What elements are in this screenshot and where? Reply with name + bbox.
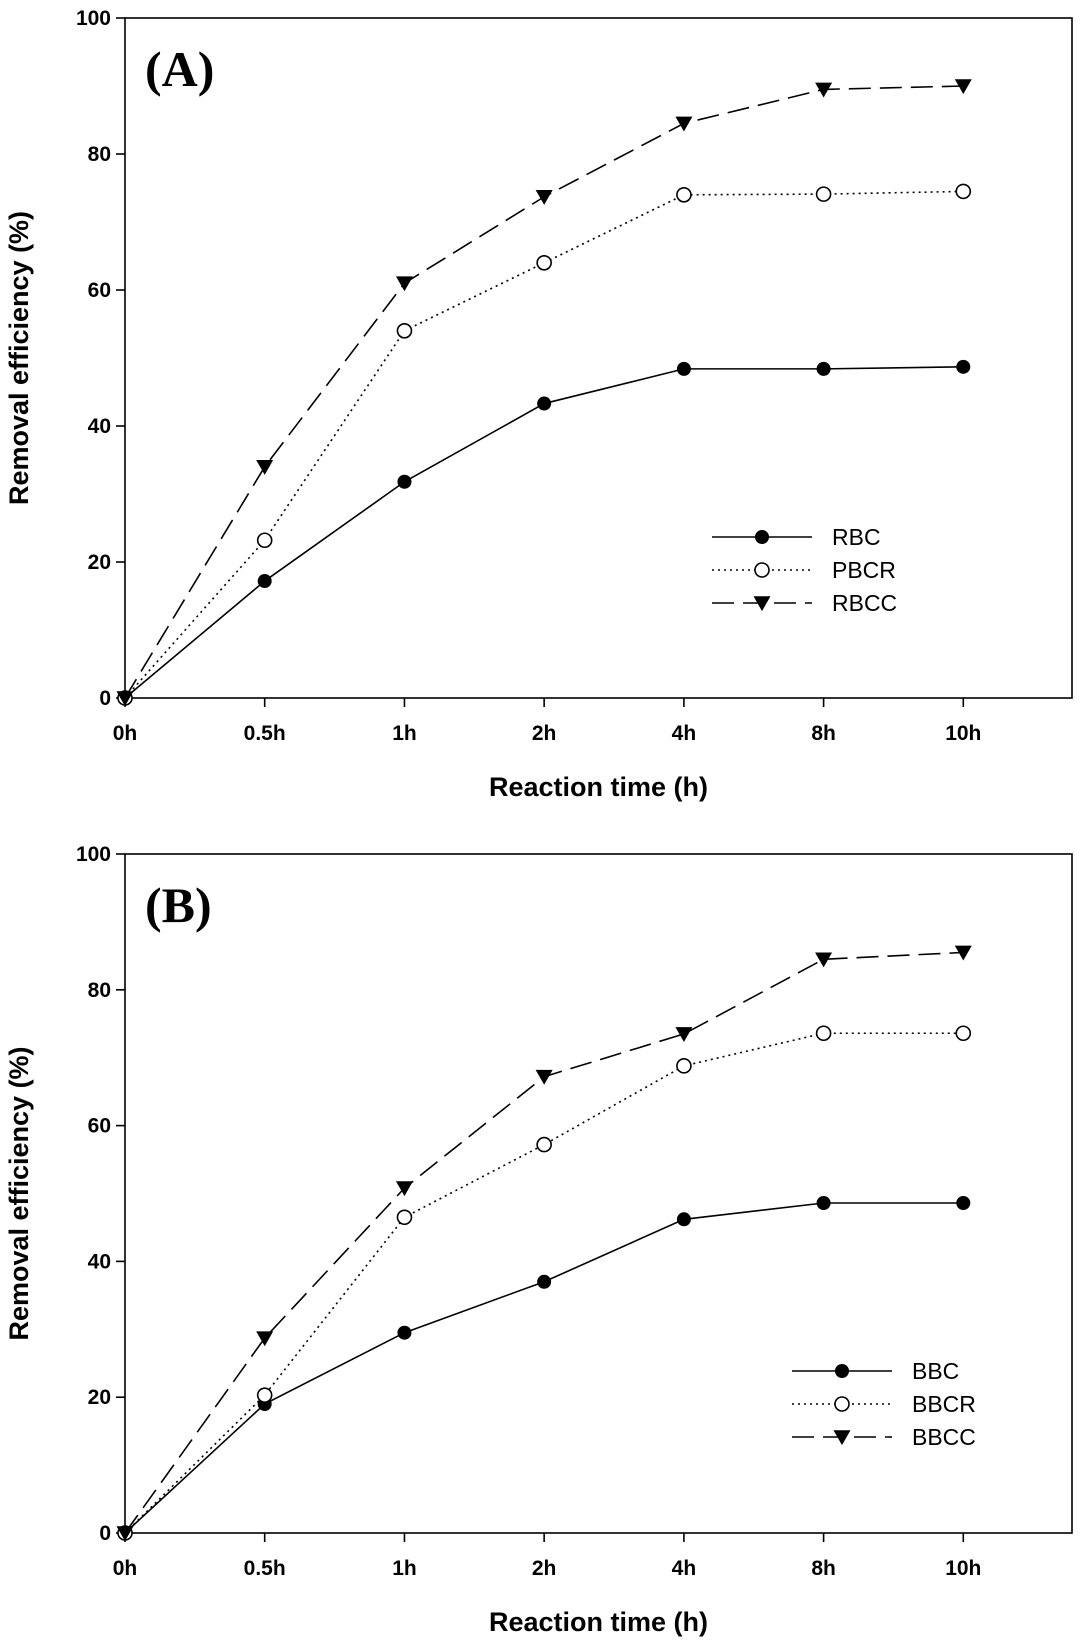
chart-panel-b: 0 20 40 60 80 100 0h 0.5h 1h 2h 4h 8h 10h Reaction ti…	[4, 843, 1073, 1637]
data-point	[257, 574, 272, 589]
data-point	[954, 945, 972, 961]
legend-label: BBC	[912, 1358, 959, 1384]
y-tick-label: 80	[88, 979, 111, 1002]
data-point	[815, 186, 832, 202]
legend-marker	[754, 562, 770, 578]
legend-marker	[753, 596, 771, 612]
x-tick-label: 4h	[672, 722, 697, 745]
legend-marker	[755, 530, 769, 544]
data-point	[815, 952, 833, 968]
x-tick-label: 10h	[945, 722, 981, 745]
y-tick-label: 0	[99, 1522, 111, 1545]
y-tick-label: 40	[88, 1250, 111, 1273]
x-tick-label: 1h	[392, 722, 417, 745]
legend-label: RBCC	[832, 590, 897, 616]
x-tick-label: 0h	[113, 1557, 138, 1580]
data-point	[256, 1331, 274, 1347]
series-line	[124, 951, 964, 1534]
data-point	[256, 532, 273, 549]
x-tick-label: 4h	[672, 1557, 697, 1580]
plot-frame	[124, 17, 1073, 699]
data-point	[396, 1209, 413, 1226]
x-axis-title: Reaction time (h)	[489, 1607, 708, 1637]
data-point	[956, 359, 971, 374]
legend-label: RBC	[832, 524, 881, 550]
legend-marker	[834, 1396, 850, 1412]
data-point	[676, 1058, 692, 1074]
x-tick-label: 0h	[113, 722, 138, 745]
data-point	[535, 1069, 553, 1085]
x-tick-label: 2h	[532, 1557, 557, 1580]
y-tick-label: 60	[88, 1115, 111, 1138]
legend-marker	[835, 1364, 849, 1378]
y-tick-label: 40	[88, 415, 111, 438]
data-point	[256, 1387, 273, 1403]
series-rbcc	[116, 79, 972, 707]
legend: RBC PBCR RBCC	[712, 524, 897, 616]
data-point	[815, 1025, 832, 1042]
legend-label: BBCR	[912, 1391, 976, 1417]
y-tick-label: 100	[76, 7, 111, 30]
data-point	[537, 396, 552, 411]
data-point	[116, 1526, 134, 1542]
data-point	[956, 1196, 971, 1211]
y-tick-label: 100	[76, 843, 111, 866]
data-point	[676, 361, 691, 376]
x-axis-title: Reaction time (h)	[489, 772, 708, 802]
data-point	[395, 1181, 413, 1197]
y-tick-label: 20	[88, 1386, 111, 1409]
data-point	[396, 322, 413, 339]
data-point	[116, 691, 134, 707]
x-tick-label: 0.5h	[244, 1557, 286, 1580]
plot-frame	[124, 853, 1073, 1534]
y-tick-label: 60	[88, 279, 111, 302]
data-point	[955, 1025, 972, 1042]
series-bbcc	[116, 945, 972, 1542]
legend-label: PBCR	[832, 557, 896, 583]
data-point	[955, 183, 972, 200]
y-axis-title: Removal efficiency (%)	[4, 1046, 34, 1340]
x-tick-label: 8h	[811, 722, 836, 745]
x-tick-label: 8h	[811, 1557, 836, 1580]
x-tick-label: 10h	[945, 1557, 981, 1580]
panel-label: (A)	[145, 41, 214, 97]
data-point	[954, 79, 972, 95]
data-point	[816, 1196, 831, 1211]
legend-marker	[833, 1430, 851, 1446]
y-axis-title: Removal efficiency (%)	[4, 211, 34, 505]
data-point	[536, 254, 552, 271]
data-point	[676, 187, 692, 203]
x-tick-label: 0.5h	[244, 722, 286, 745]
data-point	[816, 361, 831, 376]
y-tick-label: 80	[88, 143, 111, 166]
data-point	[395, 276, 413, 292]
data-point	[535, 190, 553, 205]
data-point	[815, 82, 833, 98]
data-point	[397, 474, 412, 489]
data-point	[676, 1212, 691, 1227]
data-point	[537, 1274, 552, 1289]
y-tick-label: 20	[88, 551, 111, 574]
legend-label: BBCC	[912, 1424, 976, 1450]
data-point	[675, 1027, 693, 1043]
x-tick-label: 2h	[532, 722, 557, 745]
series-rbc	[118, 359, 971, 705]
data-point	[397, 1325, 412, 1340]
data-point	[675, 116, 693, 132]
series-pbcr	[117, 183, 972, 706]
panel-label: (B)	[145, 877, 212, 933]
y-tick-label: 0	[99, 687, 111, 710]
x-tick-label: 1h	[392, 1557, 417, 1580]
legend: BBC BBCR BBCC	[792, 1358, 976, 1450]
chart-panel-a: 0 20 40 60 80 100 0h 0.5h 1h 2h 4h 8h 10h Reaction ti…	[4, 7, 1073, 802]
data-point	[256, 460, 274, 475]
data-point	[536, 1136, 552, 1153]
